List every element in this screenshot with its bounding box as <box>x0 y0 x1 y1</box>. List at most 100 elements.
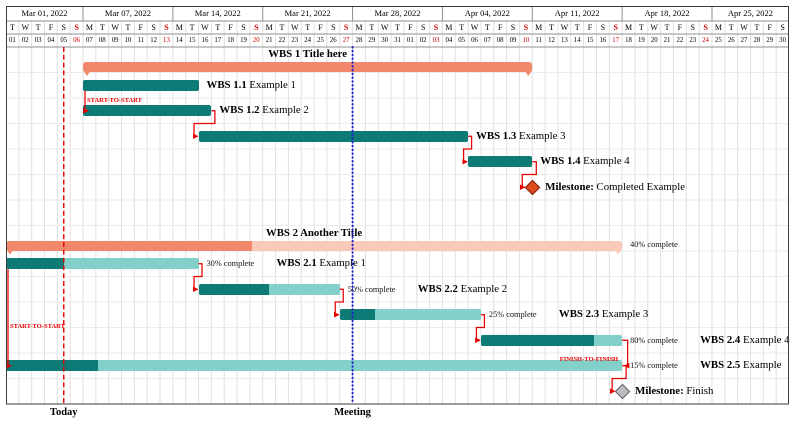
task-bar <box>198 283 340 295</box>
group-bar <box>6 240 623 251</box>
week-label: Apr 04, 2022 <box>464 8 510 18</box>
day-number-cell: 07 <box>483 37 491 44</box>
day-letter-cell: W <box>470 23 479 32</box>
task-label: WBS 2.5 Example <box>700 359 782 372</box>
day-number-cell: 26 <box>727 37 735 44</box>
day-letter-cell: W <box>560 23 569 32</box>
day-letter-cell: S <box>690 23 695 32</box>
day-letter-cell: S <box>433 23 439 32</box>
day-letter-cell: S <box>343 23 349 32</box>
day-letter-cell: S <box>600 23 606 32</box>
group-title: WBS 2 Another Title <box>265 226 363 239</box>
task-label: WBS 1.1 Example 1 <box>206 78 296 91</box>
day-letter-cell: T <box>9 23 15 32</box>
day-letter-cell: T <box>395 23 400 32</box>
day-number-cell: 23 <box>291 37 299 44</box>
day-number-cell: 14 <box>175 37 183 44</box>
task-label: WBS 2.4 Example 4 <box>700 333 790 346</box>
task-label: WBS 1.2 Example 2 <box>219 104 309 117</box>
day-number-cell: 30 <box>381 37 389 44</box>
day-number-cell: 28 <box>355 37 363 44</box>
day-number-cell: 02 <box>21 37 29 44</box>
day-letter-cell: S <box>74 23 79 32</box>
task-progress-label: 50% complete <box>347 284 396 294</box>
day-number-cell: 18 <box>625 37 632 44</box>
task-label: WBS 1.4 Example 4 <box>540 155 630 168</box>
task-progress-label: 80% complete <box>630 335 678 345</box>
day-number-cell: 02 <box>419 37 427 44</box>
day-letter-cell: T <box>305 23 311 32</box>
day-number-cell: 03 <box>34 37 42 44</box>
day-number-cell: 09 <box>509 37 517 44</box>
day-letter-cell: W <box>740 23 748 32</box>
day-letter-cell: W <box>111 23 119 32</box>
task-progress-label: 15% complete <box>630 361 678 371</box>
day-letter-cell: T <box>279 23 285 32</box>
group-bar-end-tip <box>6 248 14 255</box>
day-number-cell: 11 <box>137 37 145 44</box>
day-number-cell: 12 <box>548 37 555 44</box>
day-number-cell: 24 <box>304 37 312 44</box>
day-letter-cell: S <box>331 23 336 32</box>
day-number-cell: 10 <box>124 37 132 44</box>
day-letter-cell: F <box>677 23 683 32</box>
week-label: Mar 14, 2022 <box>194 8 241 18</box>
task-bar-progress <box>339 309 376 321</box>
day-letter-cell: M <box>624 23 633 32</box>
milestone-label: Milestone: Completed Example <box>545 180 685 193</box>
day-number-cell: 05 <box>60 37 68 44</box>
milestone-label: Milestone: Finish <box>635 384 714 397</box>
day-number-cell: 20 <box>650 37 658 44</box>
day-number-cell: 03 <box>432 37 440 44</box>
day-letter-cell: T <box>664 23 670 32</box>
day-number-cell: 06 <box>73 37 80 44</box>
day-letter-cell: S <box>420 23 426 32</box>
day-letter-cell: T <box>125 23 131 32</box>
day-number-cell: 29 <box>766 37 774 44</box>
task-bar-progress <box>6 258 64 270</box>
day-letter-cell: S <box>613 23 618 32</box>
day-number-cell: 30 <box>779 37 786 44</box>
day-letter-cell: S <box>780 23 785 32</box>
day-number-cell: 06 <box>471 37 478 44</box>
day-letter-cell: T <box>369 23 375 32</box>
group-title: WBS 1 Title here <box>268 48 348 60</box>
task-bar <box>198 130 469 142</box>
day-number-cell: 01 <box>406 37 414 44</box>
day-letter-cell: F <box>497 23 503 32</box>
day-number-cell: 08 <box>496 37 504 44</box>
day-letter-cell: S <box>254 23 259 32</box>
day-number-cell: 10 <box>522 37 530 44</box>
day-letter-cell: W <box>650 23 658 32</box>
day-number-cell: 31 <box>394 37 401 44</box>
week-label: Mar 07, 2022 <box>104 8 151 18</box>
day-number-cell: 16 <box>201 37 209 44</box>
task-bar <box>6 258 199 270</box>
day-letter-cell: T <box>99 23 105 32</box>
day-number-cell: 14 <box>573 37 581 44</box>
day-number-cell: 16 <box>599 37 607 44</box>
group-bar-progress <box>6 240 253 251</box>
milestone-diamond <box>614 383 631 400</box>
week-label: Apr 25, 2022 <box>727 8 774 18</box>
meeting-label: Meeting <box>334 407 371 418</box>
week-label: Mar 01, 2022 <box>21 8 68 18</box>
link-label-start-to-start: START-TO-START <box>87 97 142 105</box>
task-bar <box>6 360 623 372</box>
task-label: WBS 2.1 Example 1 <box>276 257 366 270</box>
day-letter-cell: F <box>138 23 143 32</box>
link-label-finish-to-finish: FINISH-TO-FINISH <box>559 355 619 363</box>
day-letter-cell: S <box>164 23 169 32</box>
day-number-cell: 15 <box>188 37 196 44</box>
day-number-cell: 04 <box>445 37 453 44</box>
day-number-cell: 27 <box>740 37 748 44</box>
group-progress-label: 40% complete <box>630 239 678 249</box>
day-letter-cell: T <box>728 23 734 32</box>
week-label: Apr 18, 2022 <box>644 8 690 18</box>
day-letter-cell: M <box>85 23 93 32</box>
day-letter-cell: S <box>61 23 66 32</box>
day-letter-cell: W <box>380 23 389 32</box>
day-number-cell: 23 <box>689 37 697 44</box>
day-letter-cell: S <box>510 23 516 32</box>
